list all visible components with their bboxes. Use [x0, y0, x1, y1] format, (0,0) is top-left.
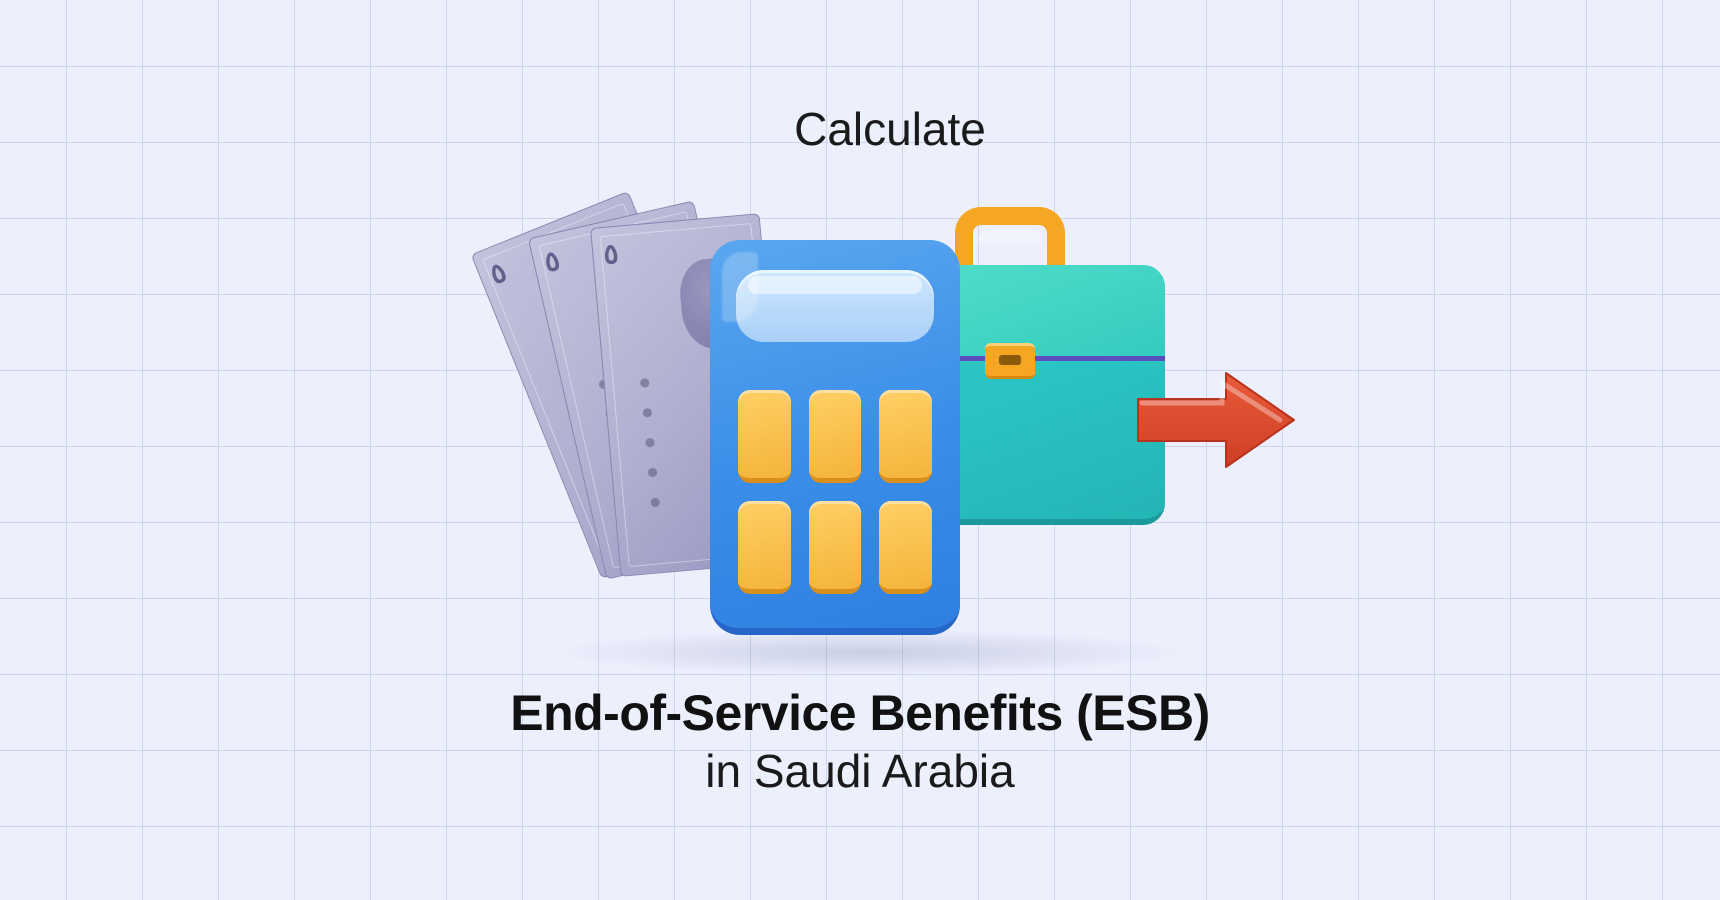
banknote-denomination: ٥: [602, 237, 620, 272]
drop-shadow: [560, 630, 1180, 675]
title-top: Calculate: [794, 102, 986, 156]
arrow-right-icon: [1130, 365, 1300, 475]
calculator-key: [738, 390, 791, 483]
calculator-key: [809, 501, 862, 594]
briefcase-lock: [985, 343, 1035, 379]
title-main: End-of-Service Benefits (ESB): [510, 684, 1210, 742]
calculator-key: [809, 390, 862, 483]
calculator-icon: [710, 240, 960, 635]
title-block: End-of-Service Benefits (ESB) in Saudi A…: [510, 684, 1210, 798]
calculator-key: [879, 390, 932, 483]
calculator-key: [738, 501, 791, 594]
illustration-group: ٥ ٥ ٥: [410, 160, 1310, 690]
infographic-stage: Calculate ٥ ٥ ٥: [0, 0, 1720, 900]
calculator-key: [879, 501, 932, 594]
calculator-keys: [738, 390, 932, 594]
banknote-denomination: ٥: [485, 255, 512, 292]
title-sub: in Saudi Arabia: [510, 744, 1210, 798]
calculator-screen: [736, 270, 934, 342]
banknote-denomination: ٥: [541, 243, 563, 280]
